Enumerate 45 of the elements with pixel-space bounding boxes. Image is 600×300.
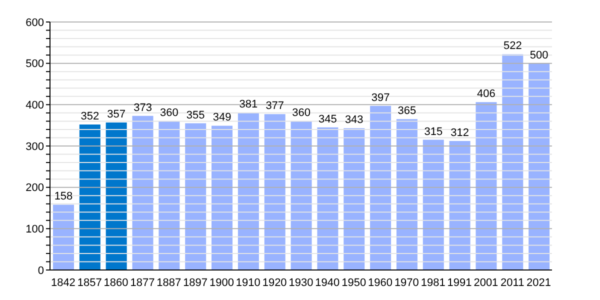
data-label: 158: [54, 190, 73, 203]
x-tick-label: 2001: [474, 276, 498, 289]
x-tick-label: 1897: [183, 276, 208, 289]
data-label: 377: [266, 100, 284, 112]
x-tick-label: 1842: [50, 276, 76, 289]
x-tick-label: 1887: [156, 276, 182, 289]
x-tick-label: 1960: [368, 276, 393, 289]
x-tick-label: 1950: [342, 276, 366, 289]
y-tick-label: 300: [26, 140, 44, 153]
data-label: 406: [477, 88, 496, 100]
y-tick-label: 0: [38, 264, 44, 277]
y-tick-label: 600: [26, 16, 44, 29]
x-tick-label: 1981: [420, 276, 446, 289]
data-label: 373: [134, 102, 152, 114]
data-label: 365: [398, 105, 416, 118]
data-label: 343: [344, 114, 364, 126]
x-tick-label: 1910: [236, 276, 260, 289]
y-tick-label: 500: [26, 58, 44, 70]
data-label: 381: [239, 98, 258, 111]
data-label: 349: [212, 112, 232, 124]
x-tick-label: 2021: [526, 276, 552, 289]
data-label: 357: [107, 108, 126, 120]
data-label: 315: [424, 126, 443, 138]
data-label: 360: [292, 107, 310, 120]
x-tick-label: 1940: [315, 276, 340, 289]
data-label: 500: [530, 49, 548, 62]
x-tick-label: 1877: [130, 276, 155, 289]
x-tick-label: 2011: [500, 276, 524, 289]
x-tick-label: 1930: [288, 276, 314, 289]
y-tick-label: 200: [26, 182, 44, 194]
x-tick-label: 1860: [104, 276, 128, 289]
data-label: 360: [160, 107, 178, 120]
x-tick-label: 1857: [77, 276, 102, 289]
x-tick-label: 1970: [394, 276, 419, 289]
data-label: 352: [80, 110, 100, 123]
x-tick-label: 1900: [209, 276, 234, 289]
data-label: 312: [450, 127, 469, 140]
data-label: 345: [318, 113, 337, 126]
y-tick-label: 400: [26, 100, 44, 112]
x-tick-label: 1920: [262, 276, 287, 289]
data-label: 522: [503, 40, 522, 52]
x-tick-label: 1991: [447, 276, 472, 289]
y-tick-label: 100: [26, 224, 44, 236]
data-label: 355: [186, 109, 205, 122]
data-label: 397: [371, 92, 390, 104]
